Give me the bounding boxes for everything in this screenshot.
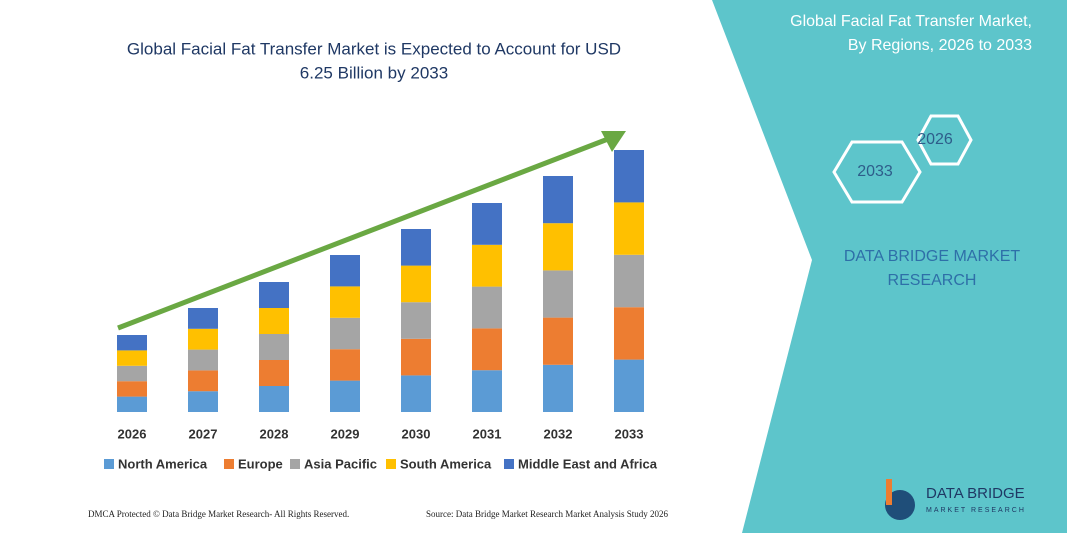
bar-segment bbox=[401, 302, 431, 339]
bar-segment bbox=[401, 338, 431, 376]
bar-segment bbox=[259, 308, 289, 334]
bar-segment bbox=[188, 391, 218, 412]
logo-mark bbox=[886, 479, 892, 505]
bar-segment bbox=[259, 360, 289, 386]
legend-swatch bbox=[104, 459, 114, 469]
legend-label: Middle East and Africa bbox=[518, 456, 658, 471]
hexagon bbox=[916, 114, 973, 166]
hexagon-label: 2033 bbox=[857, 163, 893, 180]
bar-segment bbox=[472, 203, 502, 245]
legend-label: North America bbox=[118, 456, 208, 471]
bar-segment bbox=[188, 328, 218, 350]
bar-segment bbox=[117, 396, 147, 412]
chart-title: Global Facial Fat Transfer Market is Exp… bbox=[127, 39, 621, 58]
legend-swatch bbox=[386, 459, 396, 469]
legend-label: South America bbox=[400, 456, 492, 471]
x-tick-label: 2029 bbox=[331, 426, 360, 441]
bar-segment bbox=[543, 364, 573, 412]
bar-segment bbox=[259, 334, 289, 360]
bar-segment bbox=[117, 381, 147, 397]
bar-segment bbox=[188, 370, 218, 392]
logo-text: DATA BRIDGE bbox=[926, 485, 1025, 502]
side-panel bbox=[712, 0, 1067, 533]
x-tick-label: 2026 bbox=[118, 426, 147, 441]
bar-segment bbox=[401, 375, 431, 412]
hexagon bbox=[832, 140, 922, 204]
x-tick-label: 2031 bbox=[473, 426, 502, 441]
bar-segment bbox=[188, 349, 218, 371]
bar-segment bbox=[543, 223, 573, 271]
bar-segment bbox=[472, 328, 502, 371]
bar-segment bbox=[472, 244, 502, 287]
bar-segment bbox=[330, 286, 360, 318]
bar-segment bbox=[543, 317, 573, 365]
x-tick-label: 2030 bbox=[402, 426, 431, 441]
brand-text: RESEARCH bbox=[888, 272, 977, 289]
legend-label: Asia Pacific bbox=[304, 456, 377, 471]
bar-segment bbox=[401, 265, 431, 303]
bar-segment bbox=[117, 335, 147, 351]
logo-text: MARKET RESEARCH bbox=[926, 507, 1026, 514]
bar-segment bbox=[330, 317, 360, 350]
bar-segment bbox=[614, 202, 644, 255]
legend-label: Europe bbox=[238, 456, 283, 471]
bar-segment bbox=[614, 254, 644, 308]
bar-segment bbox=[259, 282, 289, 308]
footer-left: DMCA Protected © Data Bridge Market Rese… bbox=[88, 509, 349, 519]
panel-title: By Regions, 2026 to 2033 bbox=[848, 37, 1032, 54]
bar-segment bbox=[259, 386, 289, 412]
chart-title: 6.25 Billion by 2033 bbox=[300, 63, 448, 82]
x-tick-label: 2027 bbox=[189, 426, 218, 441]
panel-title: Global Facial Fat Transfer Market, bbox=[790, 13, 1032, 30]
x-tick-label: 2033 bbox=[615, 426, 644, 441]
bar-segment bbox=[614, 307, 644, 360]
bar-segment bbox=[330, 380, 360, 412]
hexagon-label: 2026 bbox=[917, 131, 953, 148]
bar-segment bbox=[472, 370, 502, 412]
logo-mark bbox=[885, 490, 915, 520]
arrow-head bbox=[601, 131, 626, 152]
legend-swatch bbox=[290, 459, 300, 469]
x-tick-label: 2028 bbox=[260, 426, 289, 441]
bar-segment bbox=[614, 359, 644, 412]
bar-segment bbox=[543, 270, 573, 318]
plot: 2026 2027 2028 2029 2030 2031 2032 2033 North Am… bbox=[104, 150, 658, 471]
bar-segment bbox=[188, 308, 218, 329]
bar-segment bbox=[401, 229, 431, 266]
brand-text: DATA BRIDGE MARKET bbox=[844, 248, 1021, 265]
legend-swatch bbox=[504, 459, 514, 469]
trend-arrow bbox=[117, 136, 609, 331]
bar-segment bbox=[330, 349, 360, 381]
footer-right: Source: Data Bridge Market Research Mark… bbox=[426, 509, 668, 519]
legend-swatch bbox=[224, 459, 234, 469]
bar-segment bbox=[543, 176, 573, 224]
bar-segment bbox=[472, 286, 502, 329]
bar-segment bbox=[117, 350, 147, 366]
x-tick-label: 2032 bbox=[544, 426, 573, 441]
bar-segment bbox=[330, 255, 360, 287]
bar-segment bbox=[614, 150, 644, 203]
bar-segment bbox=[117, 365, 147, 382]
